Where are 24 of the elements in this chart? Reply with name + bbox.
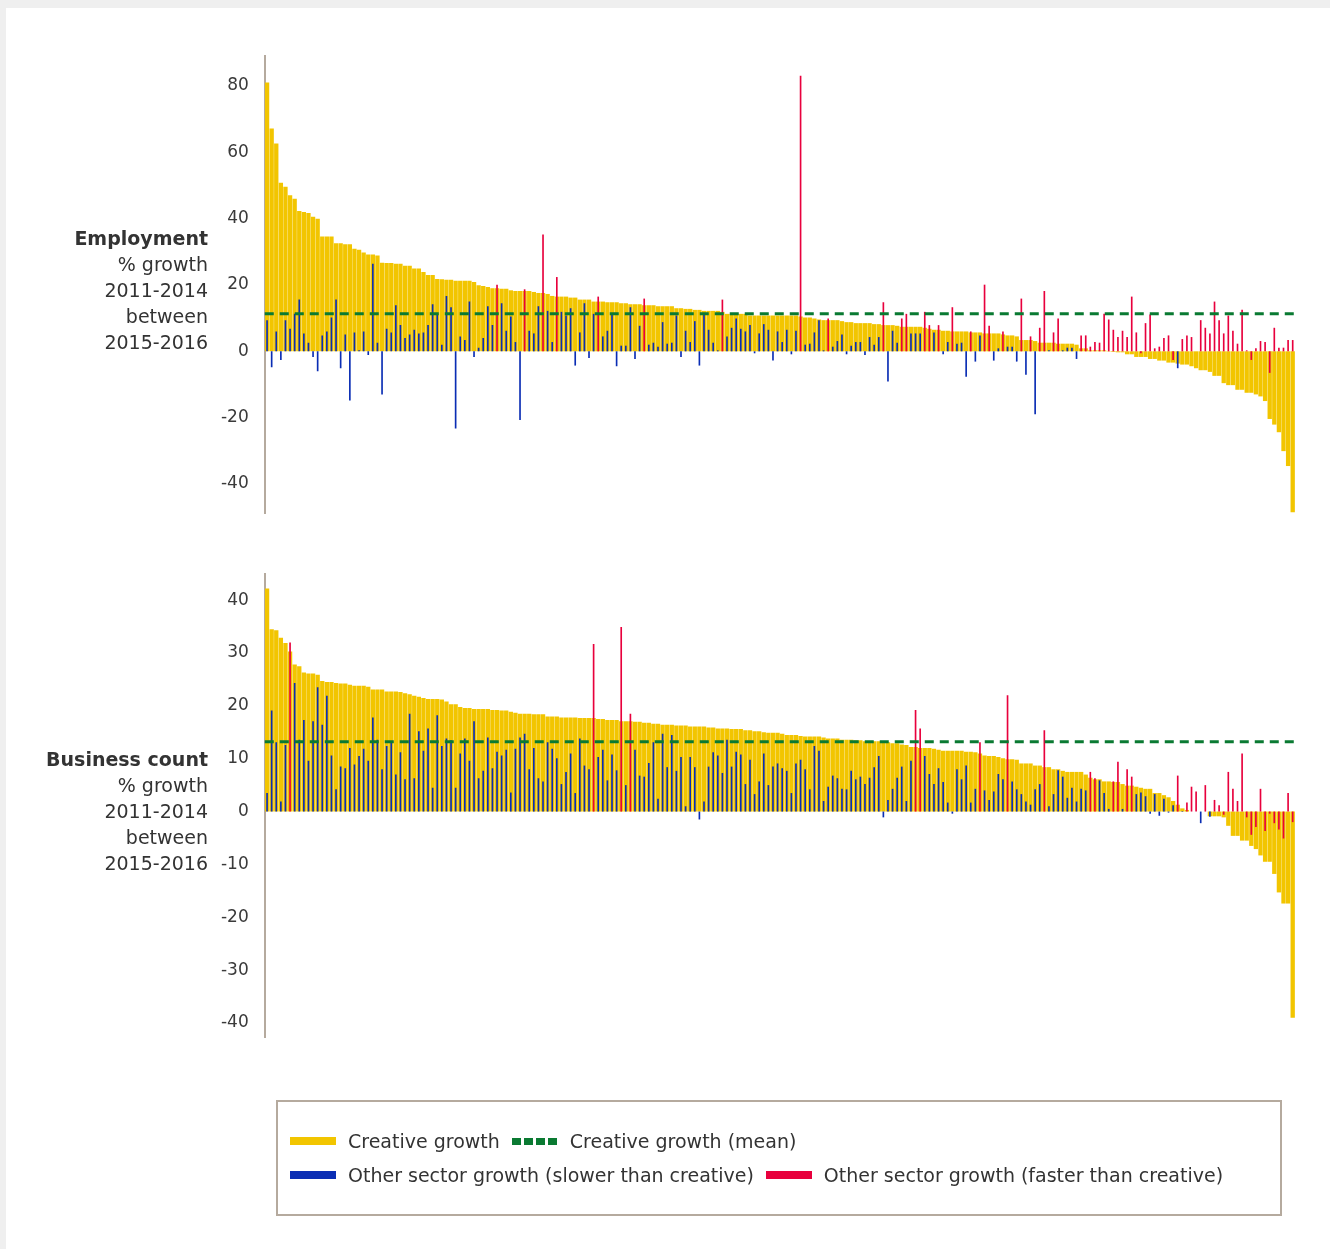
- y-tick-label: -20: [220, 905, 249, 926]
- y-tick-label: 30: [227, 641, 249, 662]
- y-tick-label: 40: [227, 207, 249, 228]
- y-tick-label: -20: [220, 406, 249, 427]
- y-tick-label: 40: [227, 588, 249, 609]
- legend-label: Other sector growth (slower than creative): [348, 1164, 754, 1186]
- y-tick-label: -40: [220, 472, 249, 493]
- text: Business count: [45, 747, 208, 772]
- y-axis-title: % growth 2011-2014 between 2015-2016: [103, 252, 208, 355]
- y-tick-label: 80: [227, 74, 249, 95]
- y-tick-label: 20: [227, 273, 249, 294]
- legend-label: Other sector growth (faster than creative): [823, 1164, 1224, 1186]
- y-tick-label: 0: [237, 799, 249, 820]
- legend-label: Creative growth (mean): [569, 1130, 797, 1152]
- y-tick-label: -30: [220, 958, 249, 979]
- y-tick-label: 20: [227, 694, 249, 715]
- y-tick-label: 0: [237, 339, 249, 360]
- y-tick-label: 10: [227, 747, 249, 768]
- legend-label: Creative growth: [348, 1130, 500, 1152]
- y-axis-title: % growth 2011-2014 between 2015-2016: [103, 773, 208, 876]
- text: Employment: [73, 226, 208, 251]
- y-tick-label: -40: [220, 1011, 249, 1032]
- y-tick-label: 60: [227, 140, 249, 161]
- y-tick-label: -10: [220, 852, 249, 873]
